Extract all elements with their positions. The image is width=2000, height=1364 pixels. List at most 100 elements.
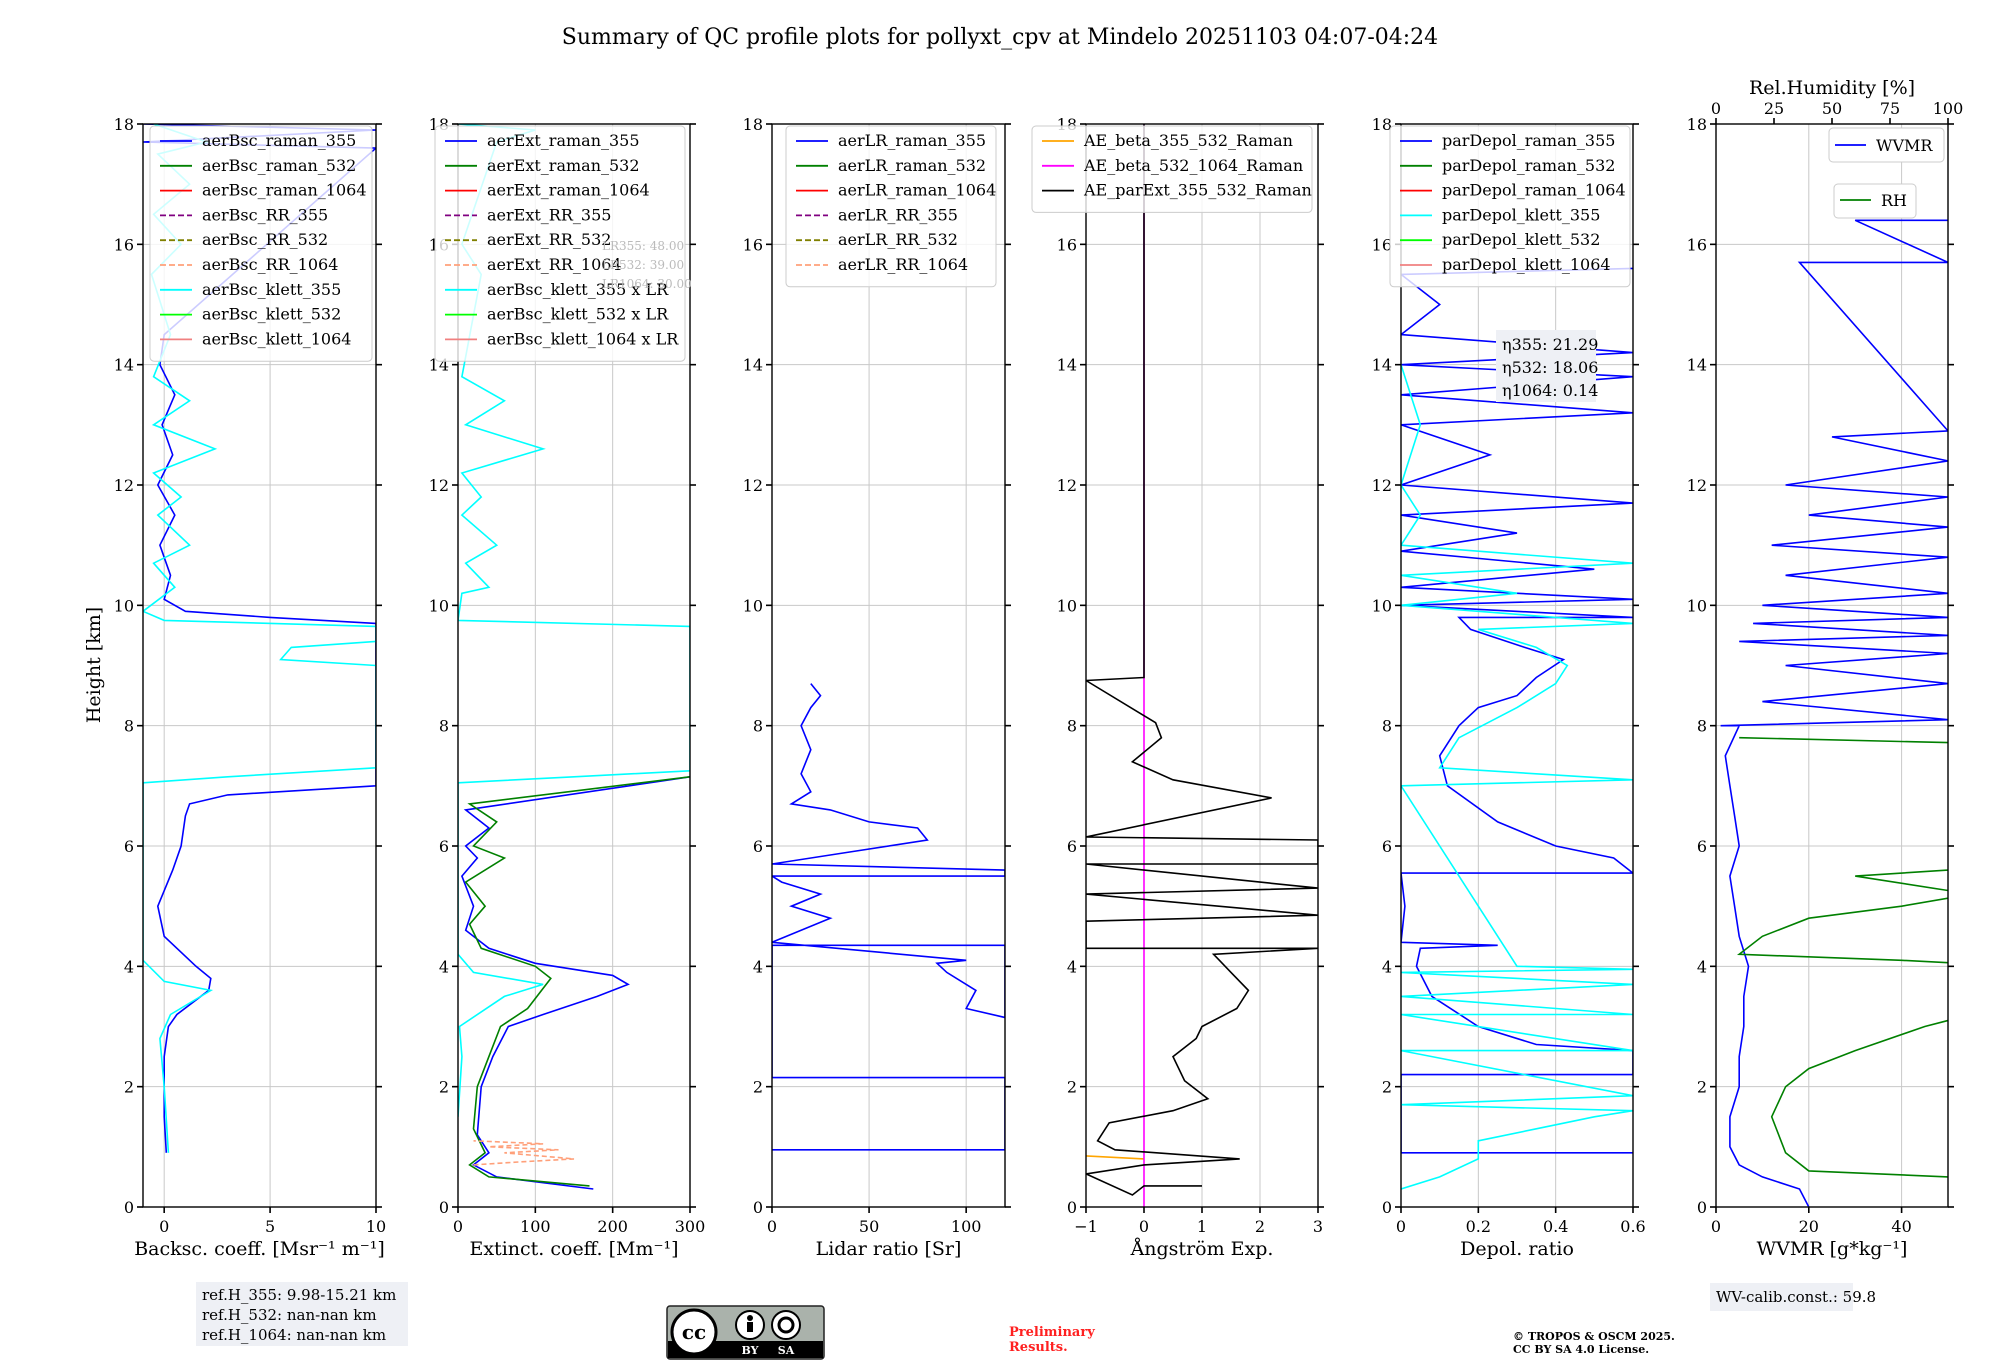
cc-logo-text: cc: [682, 1320, 706, 1344]
cc-logo-icon: [670, 1308, 718, 1356]
legend-label: aerBsc_klett_1064 x LR: [487, 329, 679, 348]
legend-box: [1031, 125, 1313, 213]
y-tick-label: 8: [124, 717, 134, 736]
y-tick-label: 16: [1687, 235, 1707, 254]
y-tick-label: 8: [753, 717, 763, 736]
legend-backscatter: aerBsc_raman_355 aerBsc_raman_532 aerBsc_r…: [149, 125, 373, 362]
x-tick-label: 300: [675, 1217, 706, 1236]
y-tick-label: 18: [1687, 115, 1707, 134]
y-tick-label: 16: [1057, 235, 1077, 254]
y-tick-label: 8: [1697, 717, 1707, 736]
y-tick-label: 18: [114, 115, 134, 134]
panel-frame: [142, 123, 377, 1208]
y-axis-label: Height [km]: [83, 607, 105, 723]
y-tick-label: 6: [1067, 837, 1077, 856]
ref-height-box: ref.H_355: 9.98-15.21 km ref.H_532: nan-…: [196, 1282, 408, 1346]
x-tick-label: 0: [159, 1217, 169, 1236]
y-tick-label: 2: [1382, 1078, 1392, 1097]
by-label: BY: [742, 1344, 759, 1357]
x-axis-label-wvmr: WVMR [g*kg⁻¹]: [1757, 1238, 1908, 1260]
legend-box: [785, 125, 997, 288]
x-axis-label-depol: Depol. ratio: [1460, 1238, 1574, 1260]
legend-label: aerLR_raman_532: [838, 156, 986, 175]
x-axis-label-backscatter: Backsc. coeff. [Msr⁻¹ m⁻¹]: [134, 1238, 385, 1260]
legend-label: parDepol_raman_532: [1442, 156, 1615, 175]
x-tick-label: 3: [1313, 1217, 1323, 1236]
y-tick-label: 4: [439, 957, 449, 976]
y-tick-label: 2: [439, 1078, 449, 1097]
series-line-aerBsc_raman_355: [143, 124, 376, 1153]
y-tick-label: 12: [1687, 476, 1707, 495]
x-axis-label-angstrom: Ångström Exp.: [1130, 1238, 1274, 1260]
legend-label: aerExt_raman_355: [487, 131, 640, 150]
series-line-parDepol_raman_355: [1401, 267, 1633, 1154]
legend-label: AE_beta_355_532_Raman: [1083, 131, 1293, 150]
panel-backscatter: 0 2 4 6 8 10 12 14 16 18 0 5 10 Backsc. coeff. [Msr⁻¹…: [114, 115, 387, 1260]
by-person-head-icon: [747, 1315, 753, 1321]
sa-share-arrow-icon: [777, 1316, 795, 1334]
series-line-aerExt_RR_1064: [473, 1140, 575, 1166]
top-x-tick-label: 100: [1933, 99, 1964, 118]
legend-wvmr: WVMR: [1828, 127, 1945, 163]
cc-license-badge: cc BY SA: [666, 1305, 825, 1360]
legend-box: [434, 125, 686, 362]
x-tick-label: 0.6: [1620, 1217, 1645, 1236]
y-tick-label: 6: [124, 837, 134, 856]
legend-label: aerLR_raman_1064: [838, 181, 996, 200]
top-x-tick-label: 25: [1764, 99, 1784, 118]
y-tick-label: 10: [429, 596, 449, 615]
x-axis-label-extinction: Extinct. coeff. [Mm⁻¹]: [469, 1238, 678, 1260]
preliminary-line-1: Preliminary: [1009, 1325, 1095, 1340]
legend-label: aerExt_RR_355: [487, 205, 611, 224]
legend-label: aerBsc_raman_355: [202, 131, 356, 150]
x-tick-label: 0: [1711, 1217, 1721, 1236]
x-tick-label: 100: [951, 1217, 982, 1236]
panel-frame: [771, 123, 1006, 1208]
legend-label: RH: [1881, 191, 1907, 210]
legend-label: parDepol_klett_1064: [1442, 255, 1611, 274]
y-tick-label: 12: [1372, 476, 1392, 495]
legend-label: aerBsc_raman_1064: [202, 181, 367, 200]
x-tick-label: 100: [520, 1217, 551, 1236]
legend-label: WVMR: [1876, 136, 1933, 155]
y-tick-label: 4: [1697, 957, 1707, 976]
legend-box: [1389, 125, 1631, 288]
x-tick-label: 2: [1255, 1217, 1265, 1236]
y-tick-label: 16: [1372, 235, 1392, 254]
series-group: [772, 683, 1005, 1151]
legend-angstrom: AE_beta_355_532_Raman AE_beta_532_1064_Ra…: [1031, 125, 1313, 213]
y-tick-label: 12: [429, 476, 449, 495]
x-tick-label: 0: [1396, 1217, 1406, 1236]
y-tick-label: 4: [1067, 957, 1077, 976]
y-tick-label: 14: [1372, 356, 1392, 375]
wv-calib-text: WV-calib.const.: 59.8: [1716, 1288, 1876, 1306]
y-tick-label: 6: [753, 837, 763, 856]
y-tick-label: 18: [1372, 115, 1392, 134]
x-tick-label: −1: [1074, 1217, 1098, 1236]
y-tick-label: 10: [1687, 596, 1707, 615]
legend-label: aerBsc_klett_355: [202, 280, 341, 299]
legend-label: aerBsc_klett_532 x LR: [487, 305, 669, 324]
panel-frame: [1715, 123, 1949, 1208]
y-tick-label: 6: [1697, 837, 1707, 856]
legend-label: aerExt_raman_532: [487, 156, 640, 175]
ref-height-background: [196, 1282, 408, 1346]
y-tick-label: 0: [1697, 1198, 1707, 1217]
eta-value: η1064: 0.14: [1502, 381, 1598, 400]
legend-label: aerExt_RR_532: [487, 230, 611, 249]
x-tick-label: 0.4: [1543, 1217, 1568, 1236]
legend-label: aerBsc_klett_355 x LR: [487, 280, 669, 299]
x-tick-label: 10: [366, 1217, 386, 1236]
y-tick-label: 6: [1382, 837, 1392, 856]
legend-label: parDepol_raman_1064: [1442, 181, 1626, 200]
wv-calib-box: WV-calib.const.: 59.8: [1710, 1283, 1876, 1311]
series-line-RH: [1736, 736, 1948, 1178]
y-tick-label: 16: [743, 235, 763, 254]
y-tick-label: 12: [1057, 476, 1077, 495]
legend-rh: RH: [1833, 183, 1917, 219]
y-tick-label: 8: [1067, 717, 1077, 736]
